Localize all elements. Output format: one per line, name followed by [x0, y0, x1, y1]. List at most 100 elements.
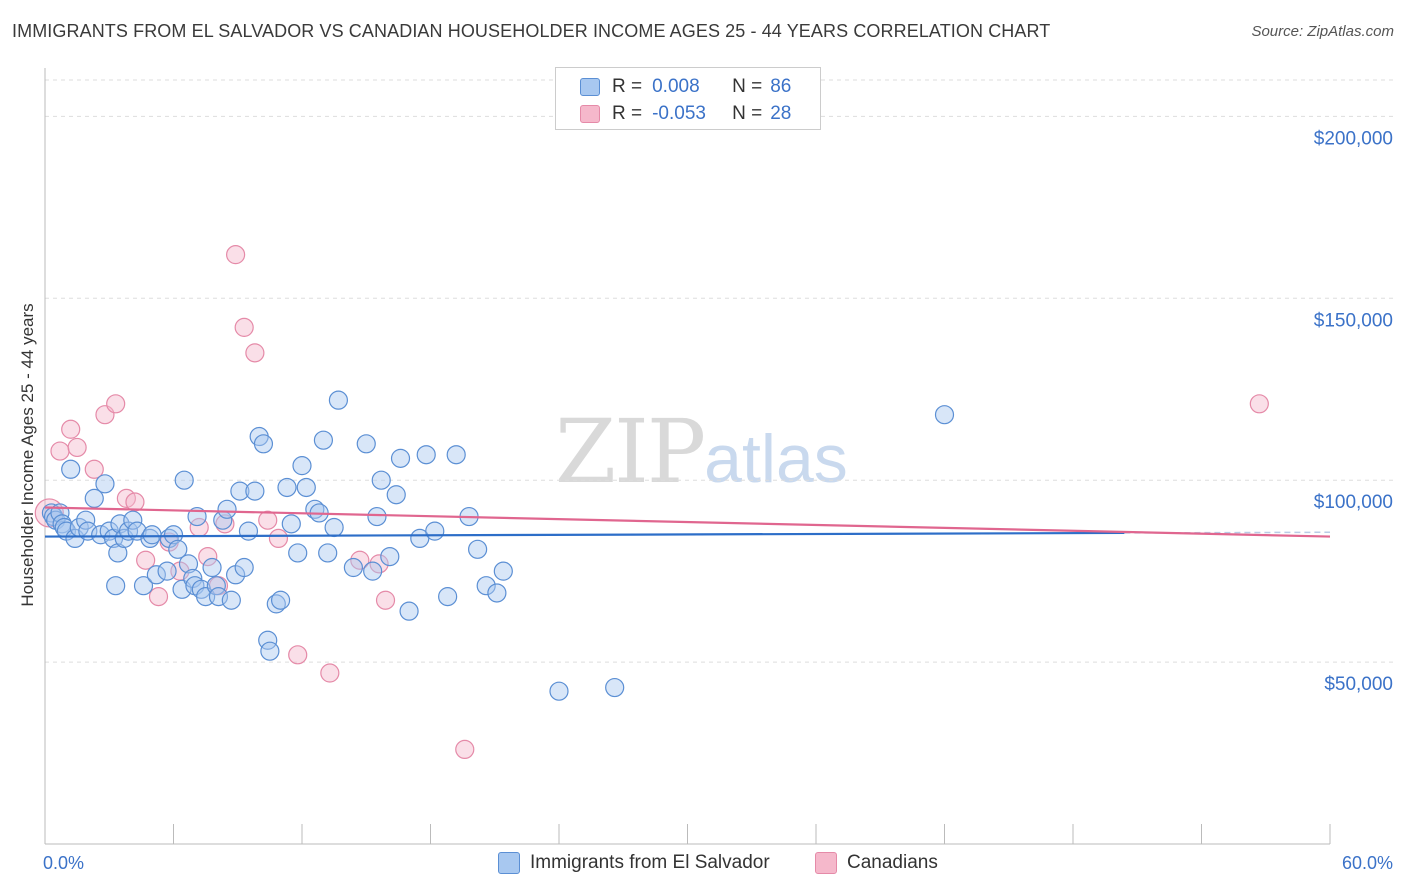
- data-point-el-salvador: [328, 390, 349, 410]
- legend-row-el-salvador: R = 0.008 N = 86: [580, 74, 791, 100]
- data-point-el-salvador: [142, 525, 162, 545]
- data-point-el-salvador: [386, 485, 406, 505]
- data-point-el-salvador: [356, 434, 376, 454]
- x-tick-label-max: 60.0%: [1342, 853, 1393, 873]
- data-point-el-salvador: [217, 499, 237, 519]
- data-point-el-salvador: [296, 477, 316, 498]
- data-point-el-salvador: [493, 561, 513, 581]
- data-point-el-salvador: [84, 488, 104, 508]
- r-label: R =: [612, 76, 643, 97]
- data-point-el-salvador: [476, 576, 496, 596]
- data-point-el-salvador: [934, 405, 955, 425]
- r-value-el-salvador: 0.008: [652, 76, 700, 97]
- data-point-el-salvador: [487, 583, 507, 603]
- canadians-points: [34, 245, 1269, 760]
- data-point-canadians: [148, 587, 169, 607]
- blue-swatch: [580, 78, 600, 96]
- data-point-canadians: [106, 394, 126, 414]
- data-point-el-salvador: [221, 590, 241, 610]
- data-point-canadians: [320, 663, 340, 683]
- r-value-canadians: -0.053: [652, 103, 706, 124]
- data-point-el-salvador: [270, 590, 291, 610]
- n-label: N =: [732, 76, 763, 97]
- data-point-el-salvador: [549, 681, 569, 701]
- y-tick-label: $150,000: [1314, 310, 1393, 331]
- y-tick-label: $100,000: [1314, 492, 1393, 513]
- y-tick-label: $50,000: [1324, 674, 1393, 695]
- data-point-canadians: [288, 645, 308, 665]
- data-point-el-salvador: [438, 587, 458, 607]
- data-point-canadians: [136, 550, 156, 570]
- watermark-zip: ZIP: [555, 400, 706, 503]
- data-point-el-salvador: [245, 481, 265, 501]
- data-point-el-salvador: [390, 448, 411, 468]
- legend-item-el-salvador[interactable]: Immigrants from El Salvador: [498, 852, 770, 874]
- data-point-el-salvador: [253, 434, 274, 454]
- data-point-el-salvador: [416, 445, 436, 465]
- source-label: Source: ZipAtlas.com: [1251, 23, 1394, 40]
- tick-labels: $50,000 $100,000 $150,000 $200,000 0.0% 60.0%: [43, 128, 1393, 873]
- data-point-el-salvador: [208, 587, 229, 607]
- r-label: R =: [612, 103, 643, 124]
- data-point-el-salvador: [230, 481, 250, 501]
- data-point-el-salvador: [367, 506, 387, 527]
- data-point-el-salvador: [380, 546, 400, 567]
- trend-line-canadians: [44, 506, 1331, 538]
- legend-label-el-salvador: Immigrants from El Salvador: [530, 852, 770, 873]
- data-point-el-salvador: [318, 543, 338, 563]
- data-point-el-salvador: [106, 576, 126, 596]
- data-point-canadians: [245, 343, 265, 363]
- data-point-el-salvador: [468, 539, 488, 559]
- data-point-canadians: [258, 510, 278, 530]
- watermark-atlas: atlas: [704, 421, 848, 497]
- data-point-el-salvador: [95, 474, 115, 494]
- data-point-el-salvador: [157, 561, 177, 581]
- legend-item-canadians[interactable]: Canadians: [815, 852, 938, 874]
- data-point-el-salvador: [605, 677, 625, 698]
- trend-line-el-salvador: [44, 531, 1125, 538]
- el-salvador-points: [41, 390, 955, 701]
- axes: [44, 68, 1331, 845]
- data-point-canadians: [61, 419, 81, 439]
- data-point-el-salvador: [168, 539, 188, 559]
- data-point-el-salvador: [202, 557, 222, 578]
- data-point-canadians: [84, 459, 104, 479]
- data-point-el-salvador: [288, 543, 308, 563]
- data-point-el-salvador: [146, 565, 166, 585]
- data-point-el-salvador: [133, 576, 154, 596]
- blue-swatch: [498, 852, 520, 874]
- data-point-canadians: [369, 554, 389, 574]
- data-point-el-salvador: [277, 477, 297, 498]
- data-point-canadians: [198, 546, 218, 567]
- data-point-el-salvador: [343, 557, 363, 578]
- watermark: ZIPatlas: [555, 400, 848, 503]
- pink-swatch: [815, 852, 837, 874]
- legend-row-canadians: R = -0.053 N = 28: [580, 101, 791, 127]
- data-point-el-salvador: [313, 430, 334, 450]
- data-point-el-salvador: [281, 514, 301, 534]
- data-point-canadians: [268, 528, 289, 549]
- data-point-el-salvador: [61, 459, 81, 479]
- data-point-canadians: [455, 739, 475, 760]
- data-point-el-salvador: [292, 456, 312, 476]
- data-point-canadians: [50, 441, 70, 461]
- y-tick-label: $200,000: [1314, 128, 1393, 149]
- data-point-el-salvador: [174, 470, 194, 490]
- data-point-el-salvador: [363, 561, 383, 581]
- data-point-canadians: [350, 550, 370, 570]
- data-point-canadians: [67, 437, 87, 458]
- data-point-el-salvador: [234, 557, 254, 578]
- data-point-canadians: [375, 590, 396, 610]
- pink-swatch: [580, 105, 600, 123]
- legend-label-canadians: Canadians: [847, 852, 938, 873]
- data-point-el-salvador: [446, 445, 466, 465]
- n-value-el-salvador: 86: [770, 76, 792, 97]
- data-point-el-salvador: [399, 601, 419, 621]
- data-point-canadians: [1249, 394, 1269, 414]
- data-point-canadians: [226, 245, 246, 265]
- data-point-el-salvador: [178, 554, 199, 574]
- data-point-el-salvador: [238, 521, 259, 541]
- n-value-canadians: 28: [770, 103, 792, 124]
- chart-title: IMMIGRANTS FROM EL SALVADOR VS CANADIAN …: [12, 21, 1051, 41]
